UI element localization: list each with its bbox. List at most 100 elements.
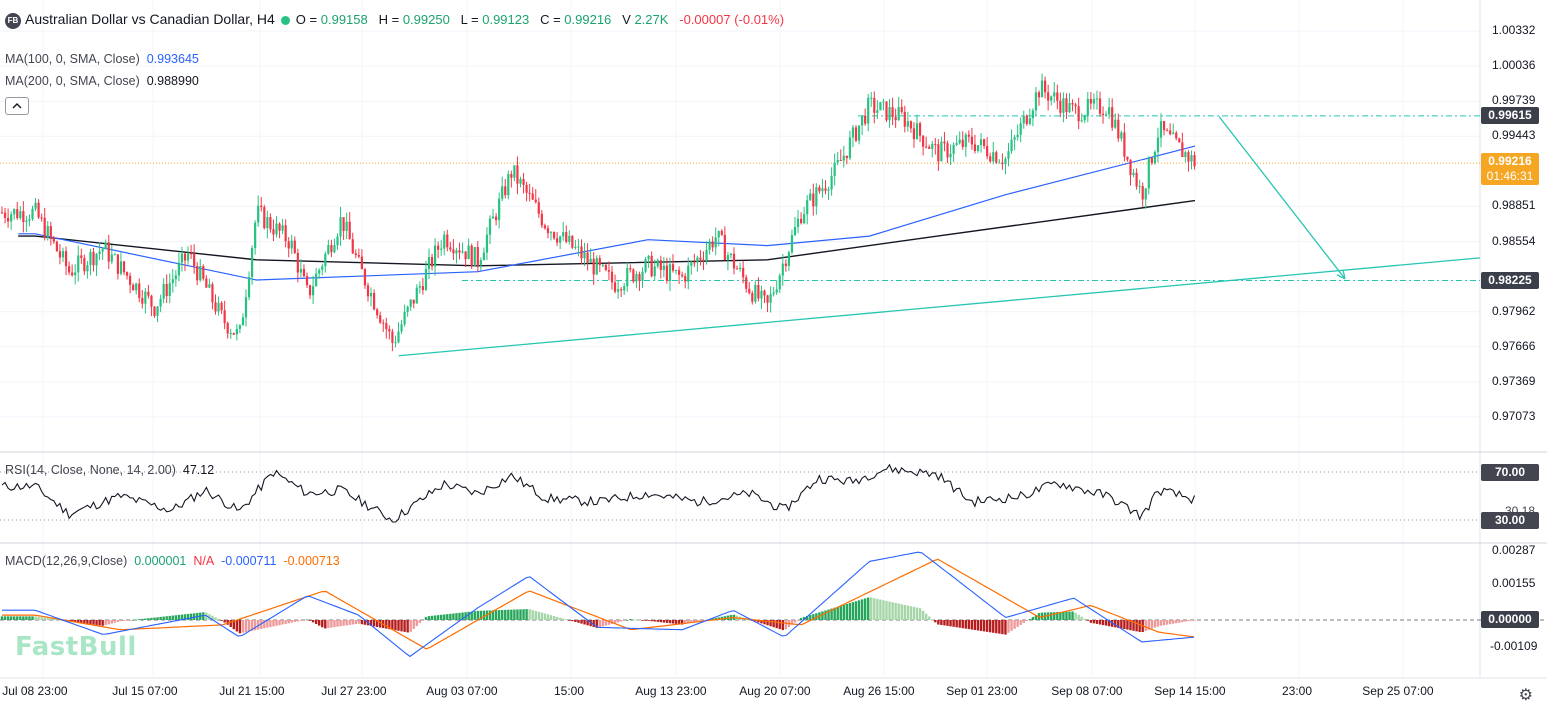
candle-body <box>958 139 961 144</box>
macd-histogram-bar <box>89 620 92 625</box>
macd-histogram-bar <box>345 620 348 626</box>
macd-histogram-bar <box>110 620 113 624</box>
candle-body <box>754 284 757 302</box>
macd-histogram-bar <box>766 620 769 626</box>
candle-body <box>714 237 717 248</box>
candle-body <box>1071 102 1074 105</box>
macd-histogram-bar <box>9 616 13 620</box>
macd-histogram-bar <box>58 619 62 621</box>
candle-body <box>7 217 10 222</box>
candle-body <box>287 241 290 249</box>
candle-body <box>278 223 281 231</box>
candle-body <box>607 270 611 272</box>
macd-histogram-bar <box>28 616 31 620</box>
candle-body <box>513 165 516 178</box>
ma200-label: MA(200, 0, SMA, Close) <box>5 74 140 88</box>
candle-body <box>735 268 739 270</box>
market-status-icon <box>280 16 290 26</box>
candle-body <box>967 134 970 137</box>
macd-legend[interactable]: MACD(12,26,9,Close) 0.000001 N/A -0.0007… <box>5 554 340 568</box>
candle-body <box>809 193 812 201</box>
candle-body <box>1004 158 1007 165</box>
macd-histogram-bar <box>510 609 513 620</box>
candle-body <box>1001 162 1004 165</box>
candle-body <box>732 253 736 269</box>
macd-histogram-bar <box>574 620 577 622</box>
macd-histogram-bar <box>284 620 287 624</box>
macd-histogram-bar <box>711 618 714 620</box>
candle-body <box>1120 132 1123 139</box>
candle-body <box>479 260 482 266</box>
candle-body <box>781 263 784 276</box>
macd-histogram-bar <box>680 620 684 625</box>
candle-body <box>1068 102 1071 113</box>
macd-histogram-bar <box>937 620 940 625</box>
collapse-legend-button[interactable] <box>5 97 29 115</box>
candle-body <box>95 253 98 266</box>
drawings-layer[interactable] <box>398 116 1481 357</box>
macd-histogram-bar <box>1089 620 1093 623</box>
macd-histogram-bar <box>113 620 117 623</box>
close-label: C = <box>540 12 561 27</box>
price-tick-label: 1.00332 <box>1492 23 1536 37</box>
macd-histogram-bar <box>543 613 547 620</box>
macd-histogram-bar <box>0 616 4 620</box>
candle-body <box>586 252 589 263</box>
macd-histogram-bar <box>1095 620 1099 624</box>
gear-icon[interactable]: ⚙ <box>1518 687 1533 704</box>
candle-body <box>418 286 421 288</box>
candle-body <box>827 189 830 191</box>
candle-body <box>452 249 455 254</box>
candle-body <box>857 125 861 141</box>
macd-histogram-bar <box>479 610 483 620</box>
candle-body <box>699 257 702 260</box>
candle-body <box>498 198 501 221</box>
macd-histogram-bar <box>174 615 178 620</box>
macd-histogram-bar <box>336 620 339 627</box>
macd-histogram-bar <box>165 616 168 620</box>
candle-body <box>321 266 324 270</box>
macd-histogram-bar <box>748 619 751 621</box>
horizontal-levels[interactable] <box>0 115 1480 282</box>
candle-body <box>955 143 958 145</box>
macd-histogram-bar <box>571 620 574 622</box>
high-value: 0.99250 <box>402 12 450 27</box>
fastbull-logo: FB <box>5 12 21 29</box>
candle-body <box>906 121 909 127</box>
candle-body <box>976 145 980 151</box>
macd-histogram-bar <box>427 616 431 620</box>
candle-body <box>74 272 77 276</box>
candle-body <box>113 254 116 256</box>
macd-histogram-bar <box>1159 620 1163 626</box>
time-tick-label: Jul 15 07:00 <box>112 684 178 698</box>
macd-histogram-bar <box>699 620 702 621</box>
ma200-legend[interactable]: MA(200, 0, SMA, Close) 0.988990 <box>5 74 199 88</box>
macd-histogram-bar <box>784 620 788 630</box>
candle-body <box>623 286 626 291</box>
candle-body <box>1162 121 1166 131</box>
macd-layer <box>0 551 1547 658</box>
candle-body <box>812 193 815 207</box>
candle-body <box>150 295 153 307</box>
macd-histogram-bar <box>702 620 705 621</box>
macd-histogram-bar <box>354 620 357 625</box>
macd-histogram-bar <box>452 613 455 620</box>
rsi-legend[interactable]: RSI(14, Close, None, 14, 2.00) 47.12 <box>5 463 214 477</box>
macd-histogram-bar <box>763 620 766 625</box>
macd-histogram-bar <box>1120 620 1123 629</box>
macd-histogram-bar <box>318 620 321 626</box>
candle-body <box>696 257 699 263</box>
candle-body <box>235 328 238 335</box>
macd-histogram-bar <box>330 620 333 628</box>
symbol-title[interactable]: Australian Dollar vs Canadian Dollar, H4 <box>25 11 275 27</box>
candle-body <box>132 284 135 291</box>
macd-histogram-bar <box>1013 620 1016 629</box>
candle-body <box>937 144 940 162</box>
candle-body <box>379 315 382 323</box>
ma100-legend[interactable]: MA(100, 0, SMA, Close) 0.993645 <box>5 52 199 66</box>
macd-histogram-bar <box>101 620 104 626</box>
macd-histogram-bar <box>671 620 675 624</box>
candle-body <box>729 253 733 256</box>
macd-histogram-bar <box>250 620 254 631</box>
